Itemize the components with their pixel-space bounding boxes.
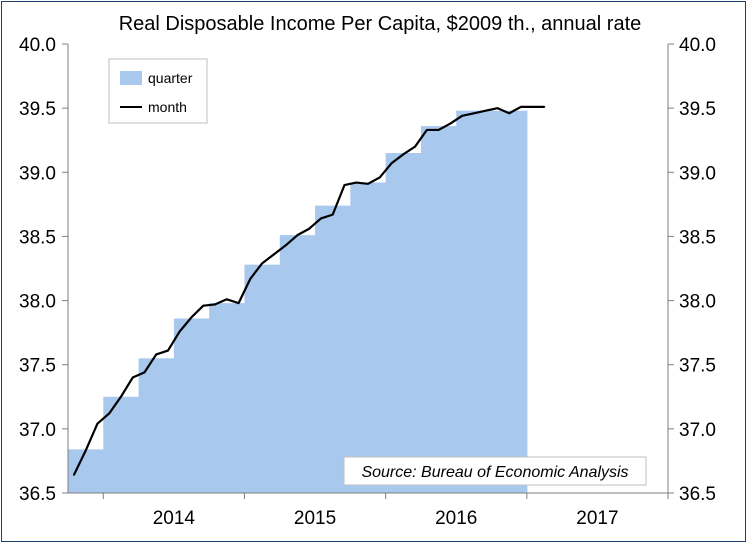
month-point: [378, 176, 381, 179]
source-label: Source: Bureau of Economic Analysis: [361, 464, 628, 481]
x-tick-label: 2014: [153, 508, 196, 529]
y-tick-label-right: 40.0: [679, 35, 716, 56]
month-point: [402, 153, 405, 156]
month-point: [484, 109, 487, 112]
y-tick-label-left: 40.0: [19, 35, 56, 56]
month-point: [249, 277, 252, 280]
month-point: [520, 106, 522, 108]
x-tick-label: 2015: [294, 508, 336, 529]
month-point: [414, 145, 416, 148]
month-point: [320, 217, 322, 220]
month-point: [449, 122, 452, 125]
month-point: [508, 112, 510, 115]
y-tick-label-right: 37.5: [679, 356, 716, 377]
month-point: [84, 449, 87, 452]
quarter-bar: [491, 110, 528, 494]
month-point: [331, 213, 334, 216]
month-point: [226, 298, 228, 301]
month-point: [178, 330, 181, 333]
month-point: [155, 353, 158, 356]
y-tick-label-right: 39.5: [679, 99, 716, 120]
y-tick-label-right: 37.0: [679, 420, 716, 441]
month-point: [496, 107, 499, 109]
y-tick-label-left: 37.5: [19, 356, 56, 377]
legend: quarter month: [108, 58, 208, 124]
month-point: [108, 412, 110, 415]
legend-box: [108, 58, 208, 124]
month-point: [73, 474, 75, 476]
month-point: [343, 184, 346, 186]
axes: 36.5 36.5 37.0 37.0 37.5 37.5 38.0 38.0 38.5 38.5…: [19, 35, 716, 529]
quarter-bar: [315, 205, 351, 493]
legend-label-quarter: quarter: [148, 70, 193, 86]
legend-swatch-quarter: [120, 71, 142, 85]
month-point: [543, 106, 546, 108]
y-tick-label-right: 36.5: [679, 484, 716, 505]
quarter-bar: [350, 182, 387, 493]
quarter-bar: [103, 396, 140, 493]
quarter-bar: [173, 318, 210, 493]
quarter-bar: [244, 264, 281, 493]
month-point: [202, 304, 205, 307]
x-tick-label: 2016: [435, 508, 477, 529]
y-tick-label-left: 38.0: [19, 292, 56, 313]
source-box: [343, 456, 647, 486]
month-point: [167, 349, 169, 352]
x-tick-label: 2017: [576, 508, 618, 529]
quarter-bar: [420, 126, 457, 494]
source-note: Source: Bureau of Economic Analysis: [343, 456, 647, 486]
month-point: [473, 112, 475, 115]
quarter-bar: [68, 449, 104, 493]
month-point: [190, 316, 193, 319]
month-point: [531, 106, 534, 108]
month-point: [296, 234, 299, 236]
month-point: [214, 303, 216, 306]
month-point: [461, 115, 463, 117]
month-point: [261, 262, 263, 265]
quarter-bar: [456, 110, 493, 494]
month-point: [237, 302, 240, 304]
month-point: [308, 227, 310, 230]
y-tick-label-right: 38.0: [679, 292, 716, 313]
month-series: [72, 105, 546, 476]
month-point: [390, 162, 393, 165]
legend-label-month: month: [148, 99, 187, 115]
y-tick-label-right: 39.0: [679, 163, 716, 184]
month-point: [426, 129, 428, 131]
month-point: [437, 129, 440, 131]
quarter-bar: [385, 153, 422, 494]
month-point: [355, 181, 358, 184]
month-point: [367, 183, 369, 185]
quarter-bar: [138, 358, 175, 493]
y-tick-label-left: 36.5: [19, 484, 56, 505]
y-tick-label-left: 37.0: [19, 420, 56, 441]
quarter-bar: [209, 303, 246, 493]
month-point: [120, 395, 122, 398]
month-point: [131, 376, 134, 379]
quarter-bar: [279, 235, 316, 493]
chart-title: Real Disposable Income Per Capita, $2009…: [119, 13, 642, 35]
y-tick-label-right: 38.5: [679, 227, 716, 248]
month-point: [273, 253, 275, 256]
month-point: [143, 371, 146, 374]
y-tick-label-left: 38.5: [19, 227, 56, 248]
quarter-area: [68, 110, 528, 494]
month-point: [284, 244, 287, 247]
month-point: [96, 422, 99, 425]
y-tick-label-left: 39.5: [19, 99, 56, 120]
y-tick-label-left: 39.0: [19, 163, 56, 184]
